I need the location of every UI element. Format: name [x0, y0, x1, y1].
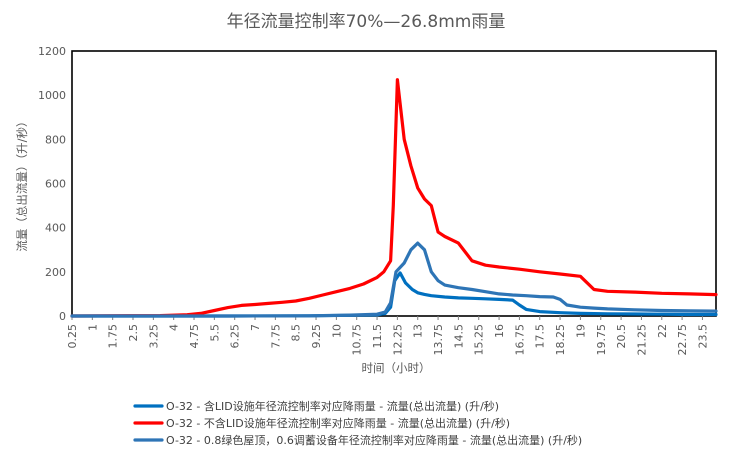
x-tick-label: 4 — [168, 324, 181, 331]
x-tick-label: 16 — [493, 324, 506, 338]
x-tick-label: 9.25 — [310, 324, 323, 349]
x-tick-label: 7 — [249, 324, 262, 331]
y-axis-label: 流量（总出流量）（升/秒） — [15, 115, 29, 251]
x-tick-label: 10.75 — [351, 324, 364, 356]
x-tick-label: 13.75 — [432, 324, 445, 356]
x-tick-label: 1.75 — [107, 324, 120, 349]
x-tick-label: 22.75 — [676, 324, 689, 356]
y-axis: 0 200 400 600 800 1000 1200 — [38, 45, 66, 323]
y-tick-label: 1200 — [38, 45, 66, 58]
x-tick-label: 6.25 — [229, 324, 242, 349]
legend-label-2: O-32 - 不含LID设施年径流控制率对应降雨量 - 流量(总出流量) (升/… — [166, 416, 510, 430]
x-tick-label: 19.75 — [595, 324, 608, 356]
x-tick-label: 1 — [86, 324, 99, 331]
x-tick-label: 23.5 — [696, 324, 709, 349]
plot-border — [71, 50, 717, 317]
x-tick-label: 21.25 — [635, 324, 648, 356]
x-tick-label: 0.25 — [66, 324, 79, 349]
y-tick-label: 800 — [45, 133, 66, 146]
x-tick-label: 4.75 — [188, 324, 201, 349]
x-tick-label: 7.75 — [269, 324, 282, 349]
x-tick-label: 12.25 — [391, 324, 404, 356]
x-tick-label: 2.5 — [127, 324, 140, 342]
y-tick-label: 600 — [45, 178, 66, 191]
x-tick-label: 5.5 — [208, 324, 221, 342]
y-tick-label: 200 — [45, 266, 66, 279]
plot-area — [71, 50, 717, 317]
legend: O-32 - 含LID设施年径流控制率对应降雨量 - 流量(总出流量) (升/秒… — [133, 399, 582, 447]
x-tick-label: 17.5 — [534, 324, 547, 349]
y-tick-label: 0 — [59, 310, 66, 323]
x-tick-label: 22 — [656, 324, 669, 338]
x-tick-label: 19 — [574, 324, 587, 338]
x-tick-label: 15.25 — [473, 324, 486, 356]
legend-label-3: O-32 - 0.8绿色屋顶，0.6调蓄设备年径流控制率对应降雨量 - 流量(总… — [166, 433, 582, 447]
x-tick-label: 8.5 — [290, 324, 303, 342]
x-tick-label: 18.25 — [554, 324, 567, 356]
x-tick-label: 3.25 — [147, 324, 160, 349]
legend-label-1: O-32 - 含LID设施年径流控制率对应降雨量 - 流量(总出流量) (升/秒… — [166, 399, 499, 413]
y-tick-label: 400 — [45, 222, 66, 235]
chart-title: 年径流量控制率70%—26.8mm雨量 — [227, 12, 506, 32]
series-line-3 — [70, 241, 718, 318]
x-tick-label: 13 — [412, 324, 425, 338]
x-tick-label: 11.5 — [371, 324, 384, 349]
x-axis-label: 时间（小时） — [362, 361, 431, 375]
series-line-2 — [70, 78, 718, 318]
series-lines — [70, 78, 718, 318]
x-axis: 0.25 1 1.75 2.5 3.25 4 4.75 5.5 6.25 7 7.75 8.5 9.25… — [66, 316, 709, 356]
x-tick-label: 16.75 — [513, 324, 526, 356]
x-tick-label: 10 — [330, 324, 343, 338]
x-tick-label: 14.5 — [452, 324, 465, 349]
x-tick-label: 20.5 — [615, 324, 628, 349]
y-tick-label: 1000 — [38, 89, 66, 102]
